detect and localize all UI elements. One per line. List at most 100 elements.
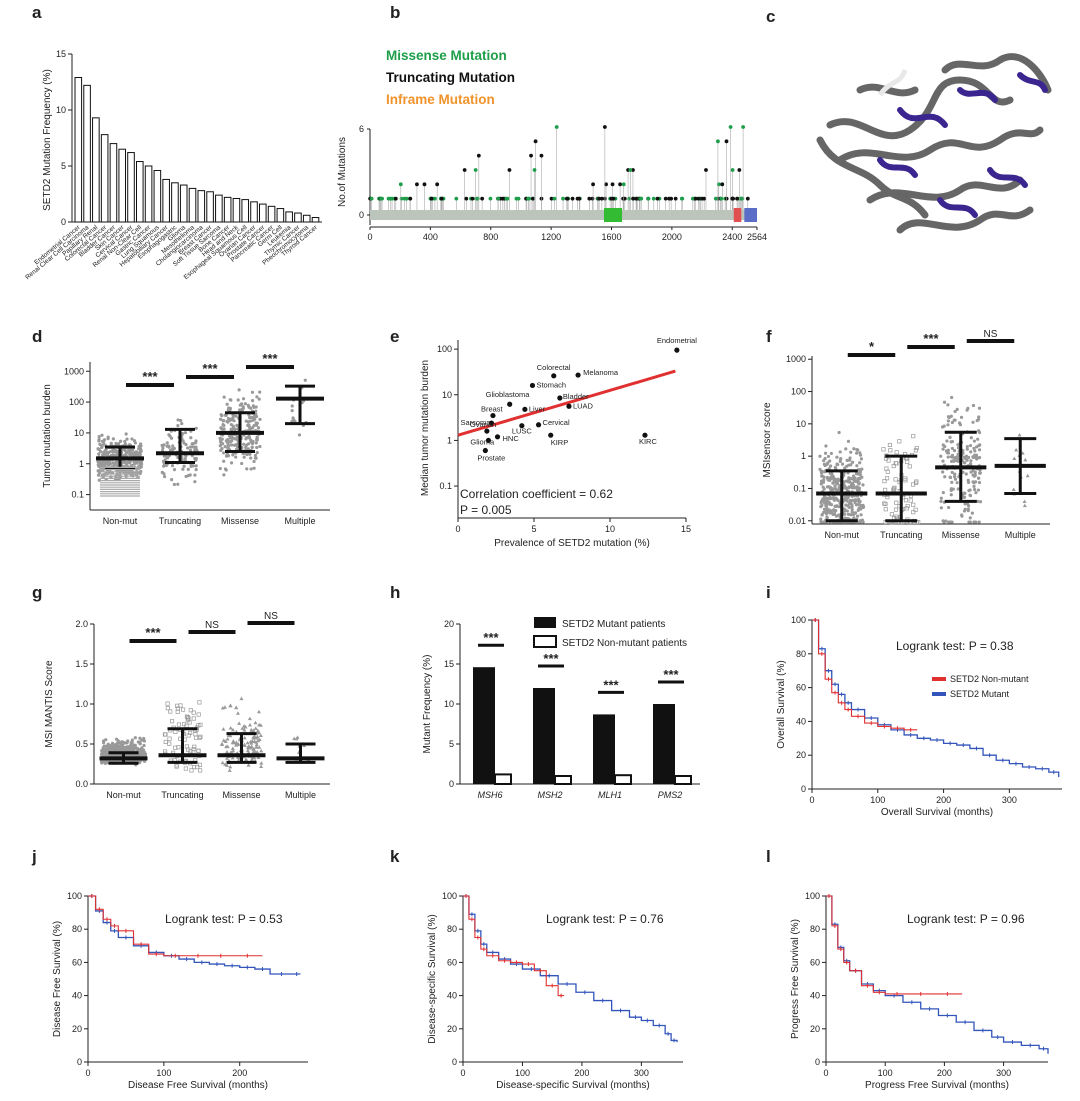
c-protein-structure: [816, 53, 1052, 234]
d-point: [230, 434, 234, 438]
b-truncating-point: [618, 182, 623, 187]
f-point: [1022, 503, 1027, 508]
b-truncating-point: [602, 125, 607, 129]
e-point-label: Glioblastoma: [486, 390, 531, 399]
g-point: [138, 742, 142, 746]
f-point: [844, 447, 848, 451]
g-point: [248, 722, 253, 727]
f-point: [824, 508, 828, 512]
g-point: [234, 705, 239, 710]
e-annotation-corr: Correlation coefficient = 0.62: [460, 487, 613, 501]
b-xtick-label: 2000: [662, 232, 682, 242]
f-point: [948, 435, 952, 439]
f-point: [962, 509, 967, 513]
f-point: [952, 458, 956, 462]
b-domain-sri: [744, 208, 757, 222]
f-point: [976, 437, 980, 441]
f-point: [823, 451, 828, 455]
j-xtick-label: 100: [156, 1068, 171, 1078]
panel-label-h: h: [390, 583, 400, 602]
e-point: [482, 447, 488, 454]
f-point: [828, 478, 832, 482]
d-point: [253, 414, 257, 418]
f-point: [855, 485, 859, 489]
h-bar-nonmutant: [614, 774, 632, 786]
d-point: [132, 460, 136, 464]
f-point: [845, 509, 849, 513]
e-point-label: Colorectal: [537, 363, 571, 372]
f-point: [837, 488, 841, 492]
f-point: [971, 403, 976, 408]
h-ytick-label: 10: [444, 699, 454, 709]
f-point: [886, 458, 891, 463]
d-point: [248, 425, 252, 430]
d-point: [165, 444, 169, 448]
b-truncating-point: [393, 196, 398, 201]
i-xtick-label: 100: [870, 795, 885, 805]
d-point: [254, 441, 258, 445]
f-point: [941, 443, 945, 447]
f-point: [849, 485, 853, 489]
j-curve-nonmutant: [88, 895, 263, 957]
i-legend-nonmutant: SETD2 Non-mutant: [950, 674, 1029, 684]
d-point: [225, 419, 229, 424]
h-ytick-label: 15: [444, 659, 454, 669]
b-truncating-point: [634, 196, 639, 201]
b-truncating-point: [439, 196, 444, 201]
i-xtick-label: 0: [809, 795, 814, 805]
g-point: [196, 723, 201, 728]
g-sig-label: ***: [145, 625, 161, 640]
f-point: [852, 511, 856, 515]
d-point: [221, 451, 226, 455]
d-point: [165, 441, 169, 445]
f-point: [973, 480, 978, 484]
f-point: [1022, 499, 1027, 504]
f-point: [855, 447, 859, 452]
k-ylabel: Disease-specific Survival (%): [427, 914, 438, 1043]
f-point: [857, 467, 861, 472]
d-point: [244, 419, 248, 423]
f-point: [856, 508, 860, 512]
d-point: [172, 482, 177, 487]
b-truncating-point: [704, 168, 708, 172]
f-point: [827, 510, 831, 514]
g-point: [258, 733, 263, 738]
f-ytick-label: 0.1: [793, 483, 806, 493]
d-point: [182, 464, 186, 468]
a-bar: [223, 196, 232, 223]
d-point: [232, 443, 237, 447]
f-point: [972, 487, 977, 492]
f-point: [963, 461, 967, 465]
g-point: [191, 747, 196, 752]
d-point: [181, 431, 185, 436]
b-truncating-point: [655, 196, 660, 201]
b-missense-point: [646, 196, 651, 201]
f-point: [946, 403, 950, 407]
g-point: [230, 755, 235, 760]
e-point-label: LUSC: [512, 427, 533, 436]
g-point: [253, 720, 258, 725]
d-point: [100, 461, 104, 465]
b-missense-point: [719, 196, 724, 201]
e-point: [674, 347, 680, 353]
b-missense-point: [728, 125, 733, 129]
d-point: [234, 414, 238, 418]
f-point: [829, 503, 834, 507]
f-point: [839, 456, 843, 461]
f-point: [950, 470, 954, 475]
d-point: [222, 473, 226, 477]
f-point: [891, 486, 896, 491]
f-point: [942, 424, 946, 428]
d-point: [188, 448, 193, 452]
g-point: [192, 744, 197, 749]
f-point: [968, 520, 972, 524]
c-ribbon-highlight: [937, 197, 978, 218]
j-xtick-label: 0: [85, 1068, 90, 1078]
b-ytick-label: 6: [359, 124, 364, 134]
d-point: [172, 468, 177, 472]
f-point: [973, 449, 977, 453]
f-category-label: Non-mut: [824, 530, 859, 540]
h-ytick-label: 5: [449, 739, 454, 749]
a-bar: [311, 217, 320, 223]
l-xtick-label: 300: [996, 1068, 1011, 1078]
